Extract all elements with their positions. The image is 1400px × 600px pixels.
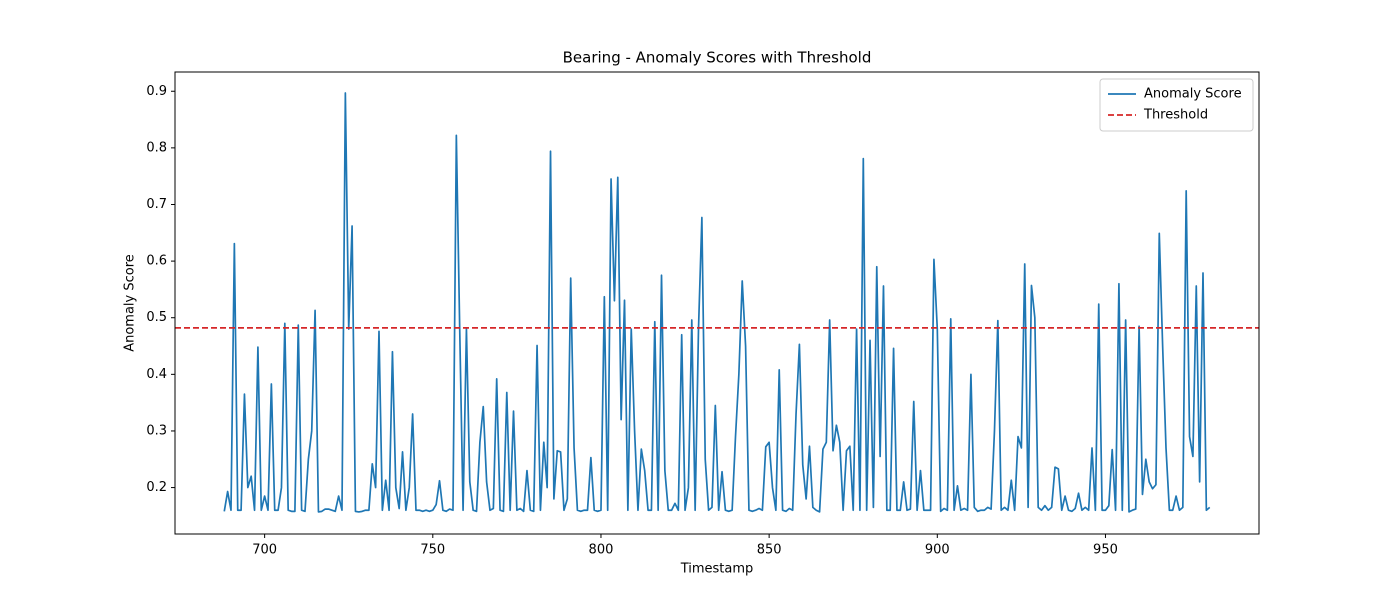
y-tick-label: 0.7 (146, 197, 167, 212)
y-tick-label: 0.4 (146, 367, 167, 382)
legend-label: Anomaly Score (1144, 87, 1242, 102)
y-tick-label: 0.5 (146, 310, 167, 325)
legend-label: Threshold (1143, 108, 1208, 123)
y-tick-label: 0.8 (146, 140, 167, 155)
legend-box (1099, 78, 1254, 132)
y-axis-label: Anomaly Score (123, 254, 138, 352)
x-tick-label: 900 (925, 543, 950, 558)
chart-title: Bearing - Anomaly Scores with Threshold (563, 49, 872, 67)
y-tick-label: 0.2 (146, 480, 167, 495)
x-tick-label: 800 (589, 543, 614, 558)
axes-frame (174, 71, 1260, 535)
y-tick-label: 0.3 (146, 423, 167, 438)
x-tick-label: 950 (1093, 543, 1118, 558)
y-tick-label: 0.6 (146, 254, 167, 269)
x-tick-label: 750 (420, 543, 445, 558)
x-axis-label: Timestamp (680, 562, 754, 577)
y-tick-label: 0.9 (146, 84, 167, 99)
data-line (223, 92, 1211, 513)
x-tick-label: 700 (252, 543, 277, 558)
x-tick-label: 850 (757, 543, 782, 558)
